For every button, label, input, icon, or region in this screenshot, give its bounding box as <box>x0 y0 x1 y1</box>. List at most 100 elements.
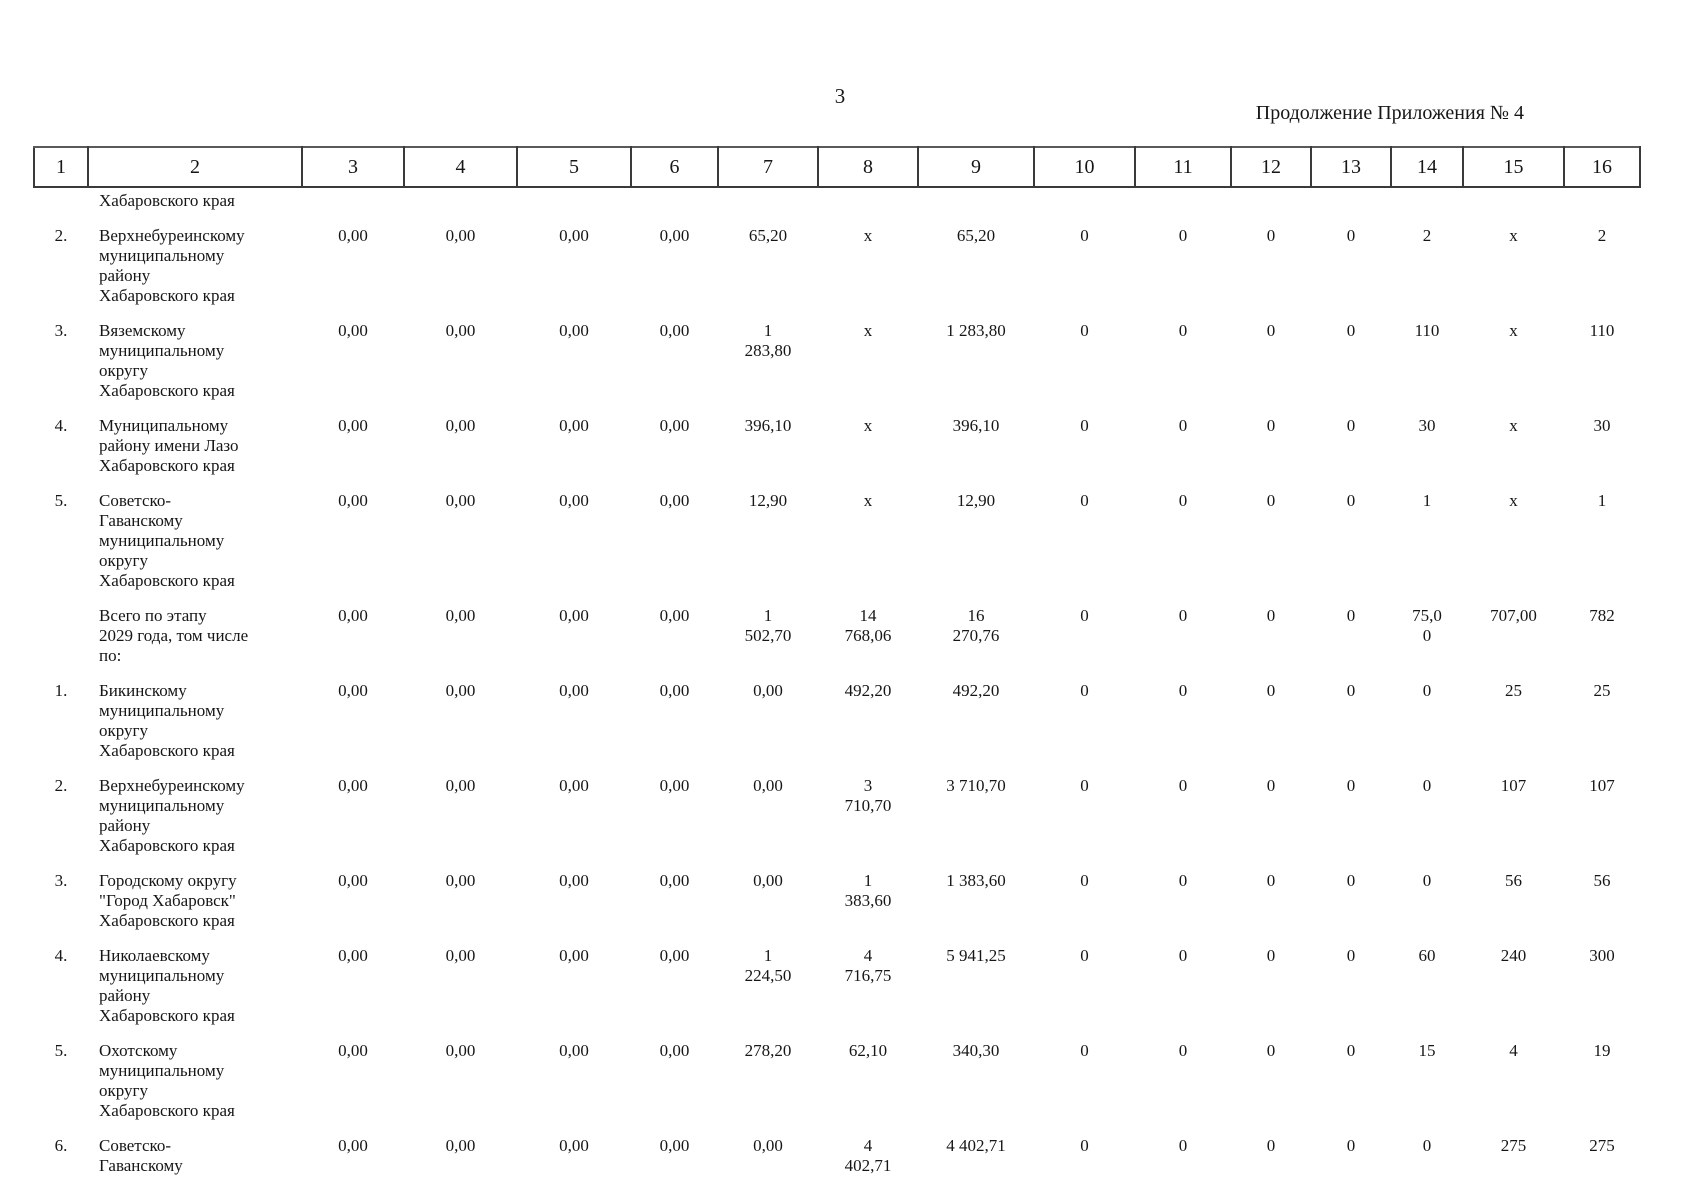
value-cell: 240 <box>1500 946 1527 965</box>
column-header: 11 <box>1134 146 1232 188</box>
value-cell: 1 283,80 <box>946 321 1006 340</box>
value-cell: 0 <box>1266 1041 1276 1060</box>
value-cell: 0 <box>1178 491 1188 510</box>
table-row: 4. Николаевскому муниципальному району Ха… <box>34 946 1640 1041</box>
district-name-cell: Охотскому муниципальному округу Хабаровс… <box>99 1041 235 1120</box>
value-cell: 0,00 <box>559 946 589 965</box>
value-cell: 1 383,60 <box>844 871 892 910</box>
value-cell: 0,00 <box>445 681 476 700</box>
value-cell: 65,20 <box>748 226 788 245</box>
value-cell: 19 <box>1593 1041 1611 1060</box>
value-cell: 56 <box>1593 871 1611 890</box>
value-cell: 0,00 <box>338 946 368 965</box>
district-name-cell: Николаевскому муниципальному району Хаба… <box>99 946 235 1025</box>
value-cell: 0,00 <box>753 681 783 700</box>
value-cell: 0,00 <box>659 491 690 510</box>
value-cell: 0,00 <box>338 321 368 340</box>
value-cell <box>918 187 1034 226</box>
value-cell: 0,00 <box>559 776 589 795</box>
value-cell: 4 716,75 <box>844 946 892 985</box>
value-cell: 0,00 <box>659 871 690 890</box>
district-name-cell: Верхнебуреинскому муниципальному району … <box>99 776 245 855</box>
value-cell: 0 <box>1178 321 1188 340</box>
value-cell: 0,00 <box>559 226 589 245</box>
value-cell: 0 <box>1080 321 1089 340</box>
column-header: 8 <box>817 146 919 188</box>
value-cell <box>718 187 818 226</box>
value-cell: 0,00 <box>659 416 690 435</box>
column-header: 14 <box>1390 146 1464 188</box>
table-row: 5. Советско- Гаванскому муниципальному ок… <box>34 491 1640 606</box>
value-cell: 0,00 <box>445 946 476 965</box>
value-cell: 0,00 <box>659 1136 690 1155</box>
appendix-table: 1 2 3 4 5 6 7 8 9 10 11 12 13 14 15 16 Хабаровского кра… <box>33 146 1641 1191</box>
value-cell: 0,00 <box>445 1136 476 1155</box>
value-cell: 707,00 <box>1490 606 1537 625</box>
value-cell: 60 <box>1418 946 1436 965</box>
district-name-cell: Верхнебуреинскому муниципальному району … <box>99 226 245 305</box>
value-cell: 0,00 <box>559 681 589 700</box>
value-cell: 4 402,71 <box>844 1136 892 1175</box>
column-header: 13 <box>1310 146 1392 188</box>
value-cell: 12,90 <box>748 491 788 510</box>
value-cell: 2 <box>1422 226 1432 245</box>
value-cell: 0 <box>1266 416 1276 435</box>
value-cell <box>1231 187 1311 226</box>
row-number-cell: 4. <box>54 946 68 965</box>
value-cell: 0,00 <box>338 416 368 435</box>
column-header: 6 <box>630 146 719 188</box>
value-cell: x <box>863 491 873 510</box>
district-name-cell: Муниципальному району имени Лазо Хабаров… <box>99 416 239 475</box>
value-cell: 0 <box>1080 606 1089 625</box>
row-number-cell: 1. <box>54 681 68 700</box>
value-cell: 0,00 <box>559 416 589 435</box>
value-cell: 0,00 <box>445 491 476 510</box>
value-cell: 0 <box>1266 1136 1276 1155</box>
table-row: 2. Верхнебуреинскому муниципальному район… <box>34 776 1640 871</box>
value-cell: 0 <box>1346 681 1356 700</box>
value-cell: 396,10 <box>744 416 792 435</box>
value-cell: 0,00 <box>338 491 368 510</box>
table-row: 1. Бикинскому муниципальному округу Хабар… <box>34 681 1640 776</box>
appendix-table-container: 1 2 3 4 5 6 7 8 9 10 11 12 13 14 15 16 Хабаровского кра… <box>33 146 1641 1191</box>
value-cell: 1 283,80 <box>744 321 792 360</box>
column-header: 12 <box>1230 146 1312 188</box>
value-cell <box>1311 187 1391 226</box>
value-cell: 0,00 <box>753 1136 783 1155</box>
value-cell: 0 <box>1346 776 1356 795</box>
value-cell <box>1463 187 1564 226</box>
page-number: 3 <box>834 84 846 108</box>
value-cell: 14 768,06 <box>844 606 892 645</box>
row-number-cell: 2. <box>54 226 68 245</box>
value-cell: 0 <box>1178 606 1188 625</box>
value-cell: 110 <box>1589 321 1615 340</box>
value-cell: 107 <box>1500 776 1527 795</box>
table-row: 3. Вяземскому муниципальному округу Хабар… <box>34 321 1640 416</box>
value-cell: 65,20 <box>956 226 996 245</box>
value-cell: 0,00 <box>445 226 476 245</box>
value-cell: 0,00 <box>753 871 783 890</box>
value-cell: 107 <box>1589 776 1615 795</box>
value-cell: 396,10 <box>952 416 1000 435</box>
value-cell: 0,00 <box>559 321 589 340</box>
value-cell: x <box>1509 321 1518 340</box>
value-cell: x <box>1509 416 1518 435</box>
value-cell: 782 <box>1589 606 1615 625</box>
row-number-cell: 6. <box>54 1136 68 1155</box>
value-cell: 0,00 <box>659 606 690 625</box>
value-cell: 0 <box>1080 491 1089 510</box>
value-cell: 30 <box>1418 416 1436 435</box>
value-cell: 0,00 <box>659 1041 690 1060</box>
value-cell: 0 <box>1080 226 1089 245</box>
district-name-cell: Советско- Гаванскому <box>99 1136 183 1175</box>
value-cell: 0 <box>1080 1041 1089 1060</box>
value-cell: 0 <box>1346 1041 1356 1060</box>
table-body: Хабаровского края 2. Верхнебуреинскому мун… <box>34 187 1640 1191</box>
value-cell: 15 <box>1418 1041 1436 1060</box>
value-cell: 30 <box>1593 416 1611 435</box>
value-cell: 275 <box>1589 1136 1615 1155</box>
value-cell: 56 <box>1505 871 1522 890</box>
value-cell: 62,10 <box>848 1041 888 1060</box>
value-cell: 0,00 <box>559 606 589 625</box>
